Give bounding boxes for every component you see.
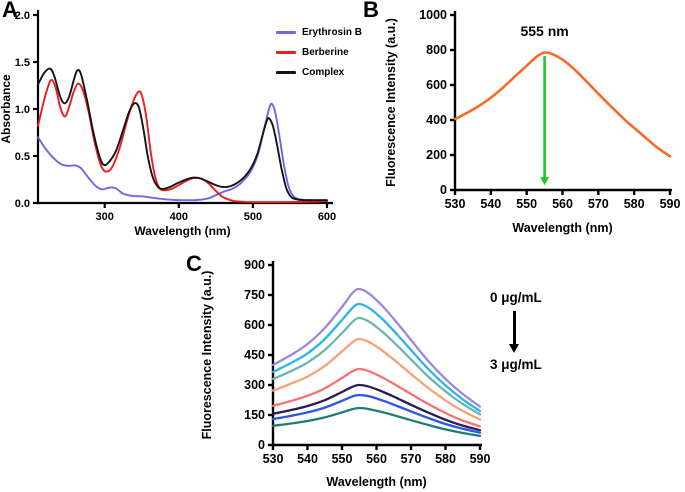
y-tick-label: 1.0 (15, 104, 30, 116)
series-complex (37, 67, 328, 202)
berberine-line-swatch (276, 51, 296, 54)
legend-label-erythrosin-b: Erythrosin B (302, 27, 363, 38)
y-axis-label: Fluorescence Intensity (a.u.) (384, 18, 398, 187)
series-curve-3 (271, 316, 482, 416)
series-erythrosin-b (37, 102, 328, 202)
peak-label: 555 nm (520, 23, 568, 39)
y-tick-label: 2.0 (15, 10, 30, 22)
x-tick-label: 540 (297, 452, 318, 466)
panel-a: A 300 400 500 600 0.0 0.5 1.0 1.5 2.0 Wavelength … (0, 0, 362, 242)
x-tick-label: 580 (624, 197, 645, 211)
x-tick-label: 570 (588, 197, 609, 211)
x-tick-label: 580 (435, 452, 456, 466)
series-curve-4 (271, 337, 482, 421)
y-tick-label: 0.5 (15, 151, 30, 163)
panel-c-label: C (186, 251, 202, 276)
series-curve-5 (271, 367, 482, 428)
x-tick-label: 560 (552, 197, 573, 211)
x-tick-label: 560 (366, 452, 387, 466)
legend-label-complex: Complex (302, 67, 345, 78)
x-tick-label: 600 (318, 211, 336, 223)
y-tick-label: 750 (244, 288, 265, 302)
y-tick-label: 600 (244, 318, 265, 332)
x-tick-label: 500 (244, 211, 262, 223)
series-curve-7 (271, 393, 482, 434)
panel-a-label: A (2, 0, 18, 22)
x-axis-label: Wavelength (nm) (326, 475, 426, 489)
x-tick-label: 590 (660, 197, 681, 211)
peak-arrow-head (540, 177, 550, 186)
y-tick-label: 900 (244, 258, 265, 272)
y-tick-label: 600 (426, 78, 447, 92)
panel-b: B 530 540 550 560 570 580 590 0 200 400 600 800 1000… (355, 0, 685, 245)
panel-c: C 530 540 550 560 570 580 590 0 150 300 450 600 750 9… (170, 245, 520, 492)
series-curve-1 (453, 51, 672, 158)
x-tick-label: 590 (470, 452, 491, 466)
y-tick-label: 0.0 (15, 198, 30, 210)
titration-chart: 530 540 550 560 570 580 590 0 150 300 450 600 750 900… (200, 258, 491, 489)
x-tick-label: 540 (480, 197, 501, 211)
y-axis-label: Absorbance (0, 74, 13, 144)
panel-b-label: B (363, 0, 379, 22)
y-tick-label: 400 (426, 113, 447, 127)
series-curve-1 (271, 287, 482, 408)
absorbance-chart: 300 400 500 600 0.0 0.5 1.0 1.5 2.0 Wavelength (n… (0, 10, 336, 238)
x-axis-label: Wavelength (nm) (134, 224, 230, 238)
concentration-arrow-head (509, 344, 519, 353)
x-tick-label: 300 (96, 211, 114, 223)
erythrosin-b-line-swatch (276, 31, 296, 34)
series-berberine (37, 78, 328, 204)
complex-line-swatch (276, 71, 296, 74)
y-tick-label: 300 (244, 378, 265, 392)
concentration-end-label: 3 μg/mL (490, 357, 542, 372)
concentration-arrow (509, 311, 519, 353)
y-tick-label: 800 (426, 43, 447, 57)
y-tick-label: 200 (426, 148, 447, 162)
x-tick-label: 570 (401, 452, 422, 466)
y-tick-label: 0 (440, 183, 447, 197)
x-tick-label: 530 (263, 452, 284, 466)
y-tick-label: 150 (244, 408, 265, 422)
emission-peak-chart: 530 540 550 560 570 580 590 0 200 400 600 800 1000 Wa… (384, 8, 681, 235)
legend-item-erythrosin-b: Erythrosin B (276, 26, 362, 39)
y-tick-label: 1000 (419, 8, 447, 22)
legend: Erythrosin B Berberine Complex (276, 26, 362, 86)
x-tick-label: 400 (170, 211, 188, 223)
concentration-arrow-shaft (513, 311, 516, 345)
legend-label-berberine: Berberine (302, 47, 349, 58)
concentration-start-label: 0 μg/mL (490, 290, 542, 305)
legend-item-berberine: Berberine (276, 46, 362, 59)
y-axis-label: Fluorescence Intensity (a.u.) (200, 271, 214, 440)
y-tick-label: 450 (244, 348, 265, 362)
series-curve-6 (271, 383, 482, 432)
x-tick-label: 550 (332, 452, 353, 466)
x-tick-label: 550 (516, 197, 537, 211)
series-curve-2 (271, 302, 482, 413)
x-axis-label: Wavelength (nm) (512, 221, 612, 235)
series-curve-8 (271, 406, 482, 437)
x-tick-label: 530 (445, 197, 466, 211)
y-tick-label: 1.5 (15, 57, 30, 69)
legend-item-complex: Complex (276, 66, 362, 79)
y-tick-label: 0 (258, 438, 265, 452)
concentration-annotation: 0 μg/mL 3 μg/mL (488, 290, 583, 372)
